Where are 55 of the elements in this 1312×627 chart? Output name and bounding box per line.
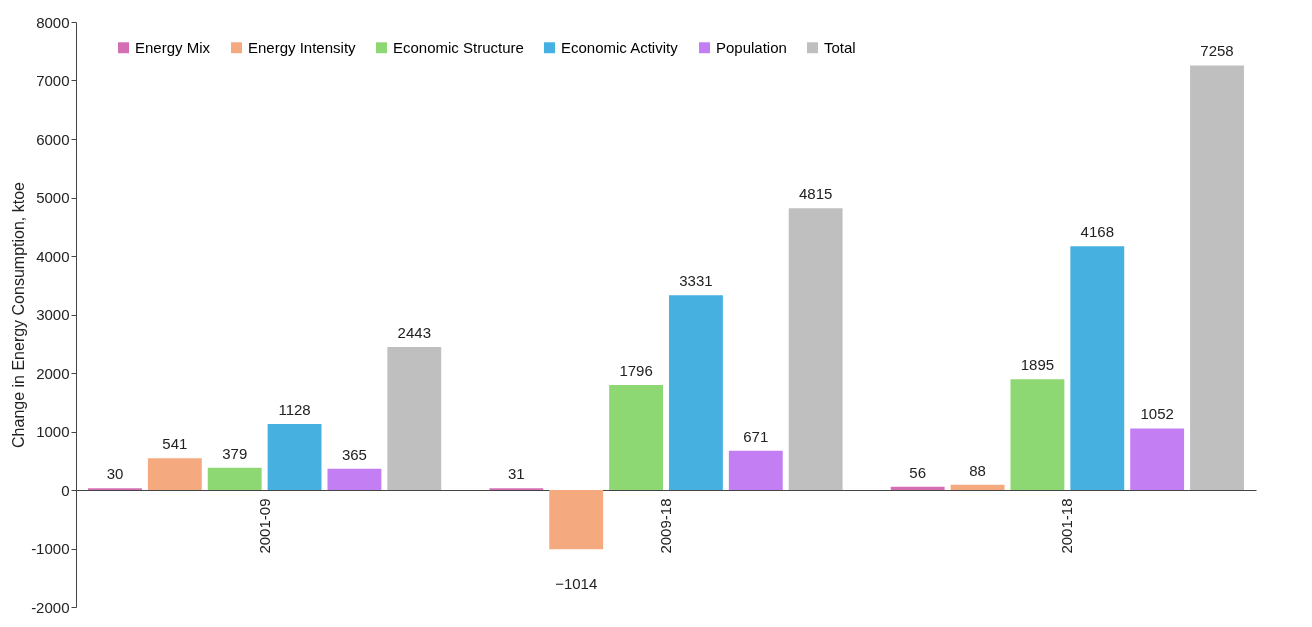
data-label: 379 [222,444,248,462]
y-tick-label: -1000 [31,540,70,557]
legend-label: Energy Mix [135,38,211,56]
bar [609,384,664,490]
data-label: 56 [909,463,927,481]
bar [1070,246,1125,490]
x-tick-label: 2001-09 [255,498,273,554]
data-label: 30 [106,465,124,483]
x-tick-label: 2009-18 [657,498,674,554]
data-label: 4168 [1080,223,1114,241]
bar [890,486,945,490]
x-tick-label: 2001-18 [1058,498,1076,554]
y-tick-label: 6000 [36,130,70,148]
bar [147,458,202,490]
bar [950,484,1005,490]
y-axis-title: Change in Energy Consumption, ktoe [10,181,28,448]
data-label: 7258 [1200,42,1234,60]
bar [549,490,604,550]
y-tick-label: 0 [61,481,70,499]
data-label: 1128 [278,401,311,419]
y-tick-label: 2000 [36,364,70,382]
data-label: 31 [508,465,525,483]
data-label: 1052 [1140,405,1174,423]
data-label: 4815 [798,185,833,203]
y-tick-label: 4000 [36,247,70,265]
y-tick-label: 5000 [36,189,70,206]
bar [728,450,783,490]
data-label: 1796 [619,361,653,379]
y-tick-label: 7000 [36,72,70,89]
data-label: 541 [162,435,188,453]
legend-label: Population [716,38,787,56]
data-label: 671 [743,427,769,445]
y-tick-label: 1000 [36,423,70,440]
bar [1190,65,1244,490]
y-tick-label: 3000 [36,306,70,323]
y-tick-label: 8000 [36,13,70,31]
bar [267,424,322,490]
bar [207,467,262,490]
data-label: 3331 [679,272,713,290]
legend-label: Total [824,38,856,56]
data-label: −1014 [555,575,598,593]
y-tick-label: -2000 [31,598,70,616]
data-label: 88 [969,461,986,479]
bar [1130,428,1185,490]
legend-label: Economic Activity [561,38,679,56]
data-label: 2443 [397,324,431,342]
data-label: 1895 [1020,356,1055,374]
legend-label: Energy Intensity [248,38,357,56]
bar [327,468,382,490]
bar [668,295,723,490]
bar [788,208,843,490]
data-label: 365 [341,445,367,463]
legend-label: Economic Structure [393,38,524,56]
bar [387,347,442,490]
bar [1010,379,1065,490]
